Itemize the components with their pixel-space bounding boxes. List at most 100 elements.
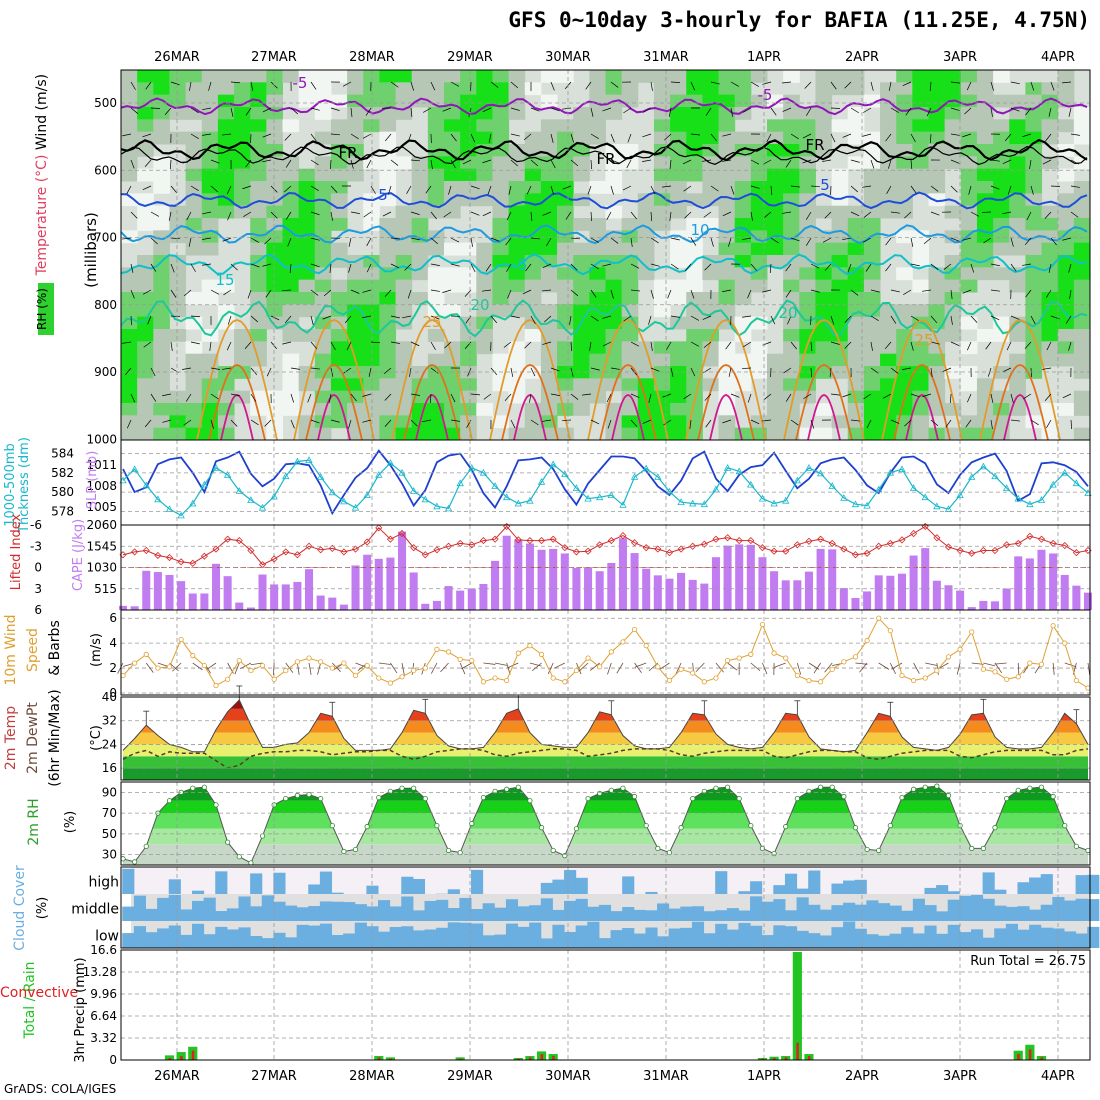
rh-cell [589, 292, 606, 305]
rh-cell [1009, 156, 1026, 170]
wind-barb [143, 341, 152, 348]
rh-cell [960, 156, 978, 170]
rh-cell [266, 267, 283, 281]
wind-barb [890, 419, 900, 424]
rh-cell [767, 168, 784, 182]
rh-cell [234, 119, 251, 133]
lifted-index-point [654, 545, 662, 553]
rh-cell [670, 205, 687, 219]
rh-cell [379, 366, 397, 379]
rh-cell [121, 70, 138, 83]
rh-cell [750, 168, 768, 182]
rh-cell [783, 205, 800, 219]
rh-cell [492, 193, 510, 207]
rh-cell [670, 70, 687, 83]
rh-cell [540, 181, 558, 194]
slp-point [247, 496, 255, 503]
rh-cell [653, 168, 671, 182]
cloud-bar [552, 879, 565, 894]
wind-barb [870, 341, 873, 351]
wind-barb [284, 133, 292, 141]
wind-barb [785, 263, 792, 272]
rh-cell [702, 267, 720, 281]
rh-cell [783, 131, 800, 145]
rh-cell [1057, 193, 1075, 207]
rh-cell [363, 378, 380, 392]
rh-cell [508, 144, 526, 157]
rh-cell [1009, 168, 1026, 182]
rh-cell [750, 70, 768, 83]
wind-barb [630, 263, 640, 269]
wind-barb [562, 107, 572, 110]
rh-cell [960, 255, 978, 268]
rh-cell [847, 403, 865, 416]
wind-speed-point [399, 674, 405, 680]
cloud-bar [784, 910, 798, 921]
wind-barb [904, 211, 912, 219]
wind-speed-point [236, 657, 242, 664]
rh-cell [847, 267, 865, 281]
slp-point [700, 500, 708, 508]
rh-cell [621, 242, 639, 256]
wind-barb [623, 107, 632, 114]
wind-barb [310, 341, 318, 350]
rh-cell [1009, 131, 1026, 145]
rh-cell [960, 94, 978, 108]
wind-barb [913, 662, 920, 674]
slp-point [398, 468, 406, 476]
rh-cell [767, 366, 784, 379]
rh-cell [250, 70, 267, 83]
rh-cell [314, 168, 332, 182]
rh-cell [379, 353, 397, 367]
rh-cell [492, 267, 510, 281]
wind-speed-point [364, 662, 370, 669]
rh-cell [702, 70, 720, 83]
rh-cell [411, 255, 429, 268]
rh-cell [250, 82, 267, 96]
rh-cell [153, 82, 170, 96]
rh-cell [185, 82, 203, 96]
wind-barb [490, 81, 499, 88]
rh-cell [185, 390, 203, 404]
wind-barb [1050, 237, 1057, 246]
cloud-bar [378, 900, 391, 921]
wind-speed-point [1015, 674, 1021, 680]
rh-cell [1057, 353, 1075, 367]
rh-cell [815, 279, 833, 293]
rh-cell [1073, 353, 1091, 367]
rh-cell [815, 119, 833, 133]
boundary-layer-contour [893, 364, 951, 441]
rh-cell [815, 242, 833, 256]
lifted-index-point [1049, 539, 1057, 547]
date-label-bottom: 1APR [747, 1069, 781, 1084]
rh-cell [670, 82, 687, 96]
wind-barb [630, 237, 633, 247]
wind-barb [770, 315, 776, 325]
rh-point [783, 824, 789, 830]
y-tick-label: 9.96 [90, 987, 117, 1001]
boundary-layer-contour [391, 319, 473, 441]
wind-barb [503, 341, 512, 348]
rh-cell [508, 267, 526, 281]
rh-cell [960, 279, 978, 293]
slp-point [154, 495, 162, 503]
temp-band [123, 744, 1088, 757]
rh-cell [637, 353, 655, 367]
cloud-bar [1040, 904, 1053, 921]
rh-cell [686, 292, 703, 305]
rh-cell [912, 230, 929, 244]
convective-bar [761, 1058, 764, 1060]
rh-cell [686, 156, 703, 170]
slp-point [491, 482, 499, 489]
rh-cell [557, 341, 574, 355]
rh-cell [460, 131, 477, 145]
rh-cell [799, 205, 816, 219]
wind-barb [890, 289, 900, 293]
rh-cell [702, 193, 720, 207]
wind-barb [1010, 419, 1020, 422]
rh-cell [993, 390, 1010, 404]
rh-cell [508, 279, 526, 293]
wind-speed-point [1050, 623, 1056, 629]
wind-barb [470, 263, 476, 273]
rh-cell [185, 144, 203, 157]
